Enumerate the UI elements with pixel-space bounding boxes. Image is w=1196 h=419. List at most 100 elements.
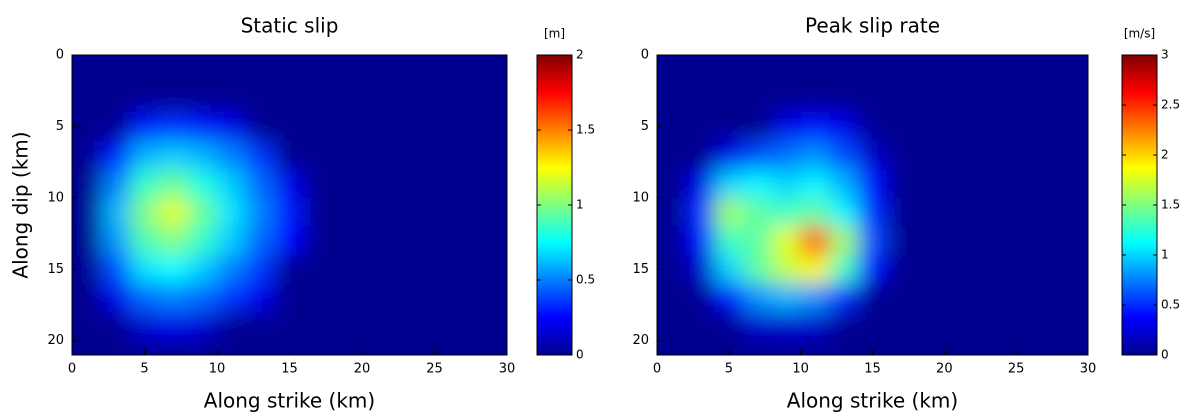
heatmap-cell [275, 140, 305, 170]
heatmap-cell [858, 169, 888, 199]
heatmap-cell [362, 55, 392, 85]
heatmap-cell [886, 255, 917, 285]
heatmap-cell [333, 112, 363, 142]
heatmap-cell [362, 226, 392, 256]
colorbar-tick-label: 2.5 [1161, 98, 1180, 112]
heatmap-cell [391, 226, 421, 256]
heatmap-cell [743, 340, 773, 355]
heatmap-cell [944, 140, 974, 170]
heatmap [657, 55, 1088, 355]
colorbar-tick-label: 1.5 [1161, 198, 1180, 212]
heatmap-cell [130, 169, 160, 199]
heatmap-cell [1030, 340, 1060, 355]
heatmap-cell [973, 255, 1003, 285]
heatmap-cell [159, 226, 189, 256]
heatmap-cell [1030, 112, 1060, 142]
heatmap-cell [72, 55, 102, 85]
heatmap-cell [685, 83, 715, 113]
heatmap-cell [685, 169, 715, 199]
heatmap-cell [130, 112, 160, 142]
heatmap-cell [1059, 255, 1088, 285]
heatmap-cell [657, 226, 687, 256]
colorbar-tick-label: 0.5 [576, 273, 595, 287]
heatmap-cell [478, 255, 507, 285]
heatmap-cell [743, 140, 773, 170]
x-tick-label: 20 [354, 362, 371, 377]
heatmap-cell [101, 83, 131, 113]
heatmap-cell [333, 226, 363, 256]
heatmap-cell [420, 112, 450, 142]
heatmap-cell [391, 169, 421, 199]
heatmap-cell [1030, 169, 1060, 199]
heatmap-cell [101, 283, 131, 313]
heatmap-cell [391, 197, 421, 227]
heatmap-cell [800, 83, 830, 113]
heatmap-cell [714, 169, 744, 199]
heatmap-cell [743, 255, 773, 285]
heatmap-cell [420, 312, 450, 342]
heatmap-cell [159, 283, 189, 313]
heatmap-cell [449, 140, 479, 170]
heatmap-cell [829, 55, 859, 85]
heatmap-cell [101, 112, 131, 142]
heatmap-cell [858, 140, 888, 170]
heatmap-cell [188, 169, 218, 199]
heatmap-cell [973, 197, 1003, 227]
heatmap-cell [657, 340, 687, 355]
heatmap-cell [1059, 169, 1088, 199]
heatmap-cell [217, 83, 247, 113]
heatmap-cell [685, 140, 715, 170]
heatmap-cell [275, 169, 305, 199]
heatmap-cell [246, 340, 276, 355]
x-tick-label: 5 [725, 362, 733, 377]
chart-title: Peak slip rate [805, 14, 940, 38]
heatmap-cell [72, 83, 102, 113]
heatmap-cell [915, 169, 945, 199]
heatmap-cell [362, 83, 392, 113]
heatmap-cell [246, 83, 276, 113]
heatmap-cell [333, 197, 363, 227]
heatmap-cell [130, 283, 160, 313]
heatmap-cell [657, 197, 687, 227]
heatmap-cell [420, 169, 450, 199]
heatmap-cell [362, 197, 392, 227]
heatmap-cell [159, 83, 189, 113]
heatmap-cell [72, 283, 102, 313]
heatmap-cell [1059, 140, 1088, 170]
heatmap-cell [829, 255, 859, 285]
heatmap-cell [188, 112, 218, 142]
x-tick-label: 10 [209, 362, 226, 377]
heatmap-cell [973, 283, 1003, 313]
heatmap-cell [333, 140, 363, 170]
heatmap-cell [886, 140, 917, 170]
heatmap-cells [657, 55, 1088, 355]
heatmap-cell [449, 226, 479, 256]
colorbar-label: [m/s] [1124, 27, 1155, 41]
heatmap-cell [1059, 340, 1088, 355]
heatmap-cell [915, 312, 945, 342]
heatmap-cell [1001, 112, 1032, 142]
heatmap-cell [304, 255, 334, 285]
heatmap-cell [246, 55, 276, 85]
colorbar-tick-label: 0 [576, 348, 584, 362]
heatmap-cell [973, 83, 1003, 113]
heatmap-cell [1059, 55, 1088, 85]
heatmap-cell [1001, 140, 1032, 170]
heatmap-cell [130, 197, 160, 227]
heatmap-cell [829, 226, 859, 256]
heatmap-cell [188, 55, 218, 85]
heatmap-cell [944, 340, 974, 355]
heatmap-cell [915, 283, 945, 313]
heatmap-cell [478, 55, 507, 85]
heatmap-cell [657, 83, 687, 113]
heatmap-cell [72, 169, 102, 199]
heatmap-cell [800, 55, 830, 85]
colorbar-tick-label: 1 [576, 198, 584, 212]
heatmap-cell [743, 55, 773, 85]
heatmap-cell [1059, 283, 1088, 313]
heatmap-cell [159, 312, 189, 342]
heatmap-cell [886, 197, 917, 227]
heatmap-cell [101, 340, 131, 355]
heatmap-cell [333, 283, 363, 313]
heatmap-cell [304, 140, 334, 170]
